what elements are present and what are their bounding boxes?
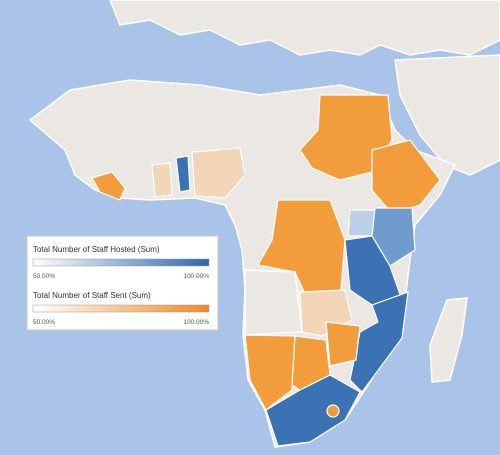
legend-title: Total Number of Staff Hosted (Sum) bbox=[33, 245, 160, 254]
benin bbox=[175, 155, 191, 193]
legend-title: Total Number of Staff Sent (Sum) bbox=[33, 291, 151, 300]
zimbabwe bbox=[325, 321, 361, 367]
angola bbox=[244, 269, 303, 336]
namibia bbox=[244, 334, 296, 411]
kenya bbox=[371, 207, 416, 267]
legend-max: 100.00% bbox=[183, 273, 209, 280]
uganda bbox=[347, 209, 376, 237]
madagascar bbox=[429, 297, 468, 383]
mozambique bbox=[349, 291, 409, 393]
legend-min: 50.00% bbox=[33, 319, 55, 326]
sudan bbox=[299, 94, 393, 181]
legend-max: 100.00% bbox=[183, 319, 209, 326]
nigeria bbox=[191, 147, 246, 199]
lesotho bbox=[326, 404, 340, 418]
legend: Total Number of Staff Hosted (Sum) 50.00… bbox=[26, 235, 219, 331]
ghana bbox=[151, 162, 173, 198]
arabia bbox=[394, 54, 500, 176]
legend-box bbox=[26, 235, 219, 331]
legend-gradient bbox=[32, 304, 210, 313]
legend-min: 50.00% bbox=[33, 273, 55, 280]
europe bbox=[109, 0, 500, 56]
liberia-sierra-leone bbox=[91, 171, 126, 201]
ethiopia bbox=[371, 139, 441, 215]
legend-gradient bbox=[32, 258, 210, 267]
south-africa bbox=[265, 374, 361, 447]
